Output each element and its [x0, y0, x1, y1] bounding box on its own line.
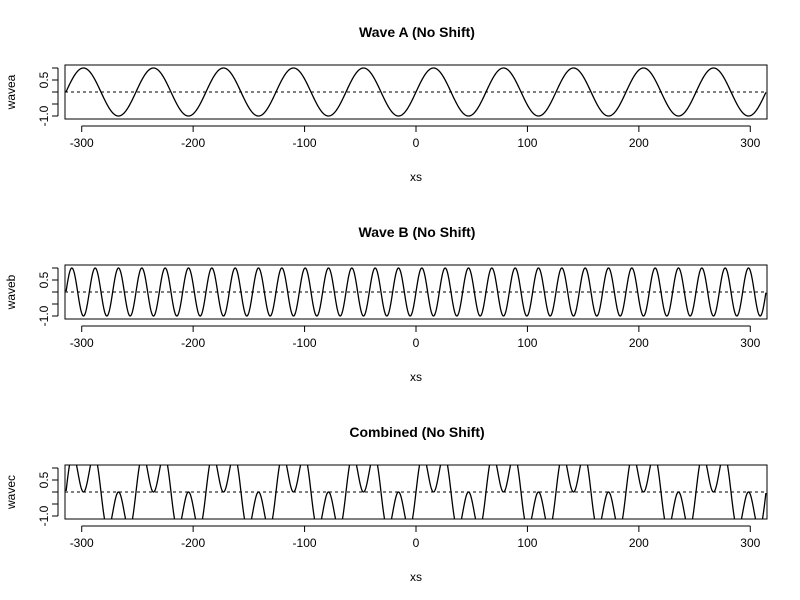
x-tick-label: 200 [629, 536, 649, 550]
y-axis-label: wavea [4, 74, 18, 110]
y-axis-label: waveb [4, 274, 18, 310]
x-tick-label: 0 [413, 136, 420, 150]
x-axis-label: xs [410, 570, 422, 584]
series-line [65, 465, 767, 519]
x-tick-label: 200 [629, 336, 649, 350]
x-tick-label: -200 [181, 136, 205, 150]
x-tick-label: 300 [740, 536, 760, 550]
x-tick-label: -200 [181, 536, 205, 550]
y-tick-label: -1.0 [37, 305, 51, 326]
x-tick-label: -300 [70, 136, 94, 150]
x-tick-label: 100 [517, 336, 537, 350]
chart-panel-1: Wave A (No Shift) -300 -200 -100 0 100 200 300 x… [4, 24, 768, 184]
x-tick-label: -300 [70, 536, 94, 550]
x-tick-label: -200 [181, 336, 205, 350]
chart-panel-2: Wave B (No Shift) -300 -200 -100 0 100 200 300 x… [4, 224, 768, 384]
series-line [65, 67, 767, 117]
x-tick-label: -100 [293, 536, 317, 550]
x-tick-label: -300 [70, 336, 94, 350]
x-axis-label: xs [410, 170, 422, 184]
x-tick-label: 0 [413, 336, 420, 350]
y-tick-label: 0.5 [37, 271, 51, 288]
x-tick-label: -100 [293, 136, 317, 150]
x-tick-label: 100 [517, 536, 537, 550]
chart-panel-3: Combined (No Shift) -300 -200 -100 0 100 200 30… [4, 424, 768, 584]
y-tick-label: 0.5 [37, 471, 51, 488]
chart-title: Combined (No Shift) [349, 424, 484, 440]
chart-title: Wave B (No Shift) [359, 224, 476, 240]
y-tick-label: -1.0 [37, 105, 51, 126]
y-tick-label: -1.0 [37, 505, 51, 526]
chart-title: Wave A (No Shift) [359, 24, 475, 40]
x-axis-label: xs [410, 370, 422, 384]
x-tick-label: 200 [629, 136, 649, 150]
y-tick-label: 0.5 [37, 71, 51, 88]
series-line [65, 267, 767, 317]
x-tick-label: 0 [413, 536, 420, 550]
x-tick-label: 100 [517, 136, 537, 150]
x-tick-label: -100 [293, 336, 317, 350]
x-tick-label: 300 [740, 136, 760, 150]
y-axis-label: wavec [4, 475, 18, 510]
x-tick-label: 300 [740, 336, 760, 350]
